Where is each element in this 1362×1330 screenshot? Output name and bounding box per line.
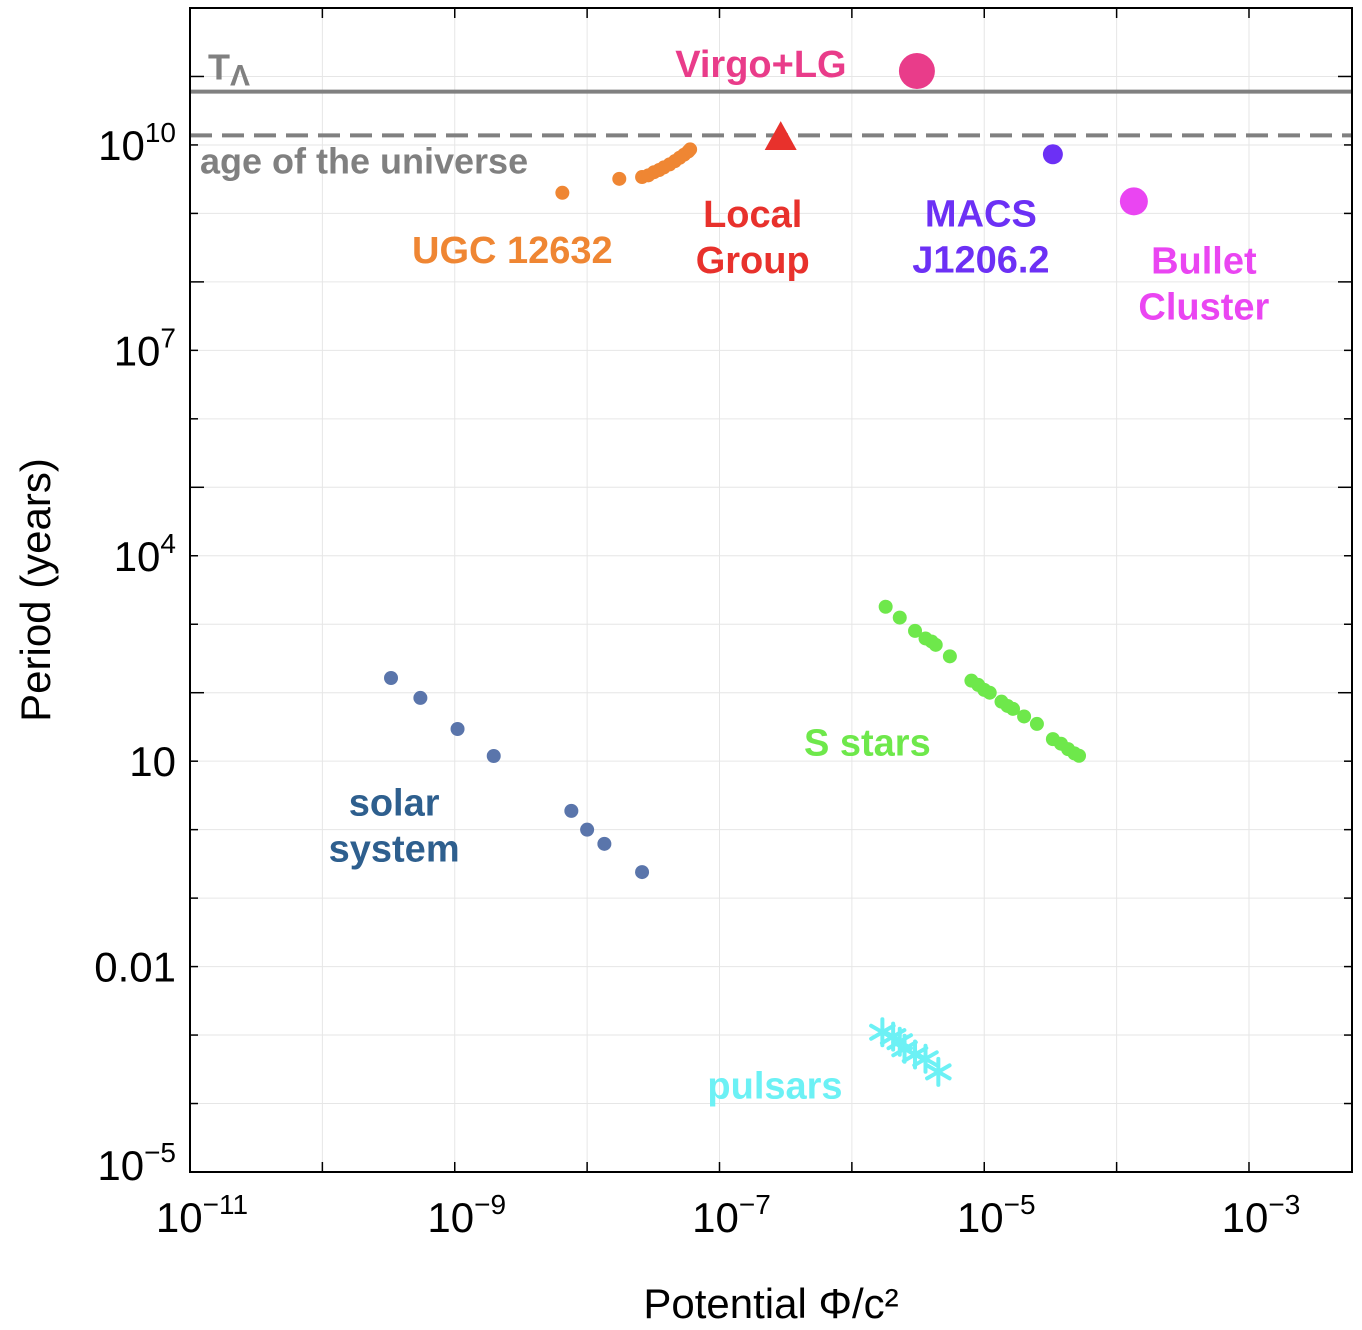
axis-ticks: 10−11 10−9 10−7 10−5 10−3 10−5 0.01 10 104 107 101… [94, 7, 1352, 1241]
reference-line-label: age of the universe [200, 140, 528, 181]
solar-system-point [384, 670, 399, 685]
x-tick-label: 10−5 [957, 1189, 1036, 1241]
s-stars-point [892, 610, 907, 625]
ugc-12632-label: UGC 12632 [412, 230, 613, 272]
y-tick-label: 0.01 [94, 944, 176, 991]
s-stars-point [1017, 709, 1032, 724]
series-labels: solar system S stars pulsars UGC 12632 Local G… [329, 44, 1270, 1107]
virgo-lg-label: Virgo+LG [675, 44, 846, 86]
grid-lines [189, 7, 1352, 1173]
y-axis-label: Period (years) [12, 458, 59, 722]
pulsar-star-arm [912, 1050, 939, 1068]
x-tick-label: 10−7 [692, 1189, 771, 1241]
solar-system-point [486, 749, 501, 764]
x-tick-label: 10−11 [156, 1189, 248, 1241]
y-tick-label: 10−5 [97, 1137, 176, 1189]
s-stars-point [908, 623, 923, 638]
y-tick-label: 10 [129, 738, 176, 785]
s-stars-point [878, 599, 893, 614]
s-stars-point [982, 685, 997, 700]
bullet-cluster-point [1119, 187, 1148, 216]
solar-system-point [635, 865, 650, 880]
solar-system-point [450, 722, 465, 737]
y-tick-label: 107 [114, 322, 176, 374]
pulsars-label: pulsars [707, 1065, 842, 1107]
y-tick-label: 104 [114, 528, 176, 580]
x-tick-label: 10−3 [1222, 1189, 1301, 1241]
virgo-lg-point [898, 53, 935, 90]
ugc-12632-point [555, 185, 570, 200]
data-points [384, 53, 1148, 1087]
macs-j1206-2-point [1042, 144, 1063, 165]
s-stars-point [1072, 748, 1087, 763]
solar-system-point [564, 803, 579, 818]
x-axis-label-text: Potential Φ/c² [643, 1280, 898, 1327]
solar-system-point [413, 690, 428, 705]
pulsar-point [912, 1043, 939, 1074]
local-group-point [764, 121, 797, 150]
macs-j1206-2-label: MACS J1206.2 [912, 193, 1049, 281]
solar-system-point [580, 822, 595, 837]
y-tick-label: 1010 [98, 117, 176, 169]
solar-system-label: solar system [329, 783, 460, 871]
local-group-label: Local Group [696, 194, 810, 282]
s-stars-point [942, 649, 957, 664]
reference-line-label: TΛ [208, 47, 250, 93]
solar-system-point [597, 836, 612, 851]
pulsar-star-arm [925, 1063, 952, 1081]
s-stars-label: S stars [804, 722, 931, 764]
x-tick-label: 10−9 [427, 1189, 506, 1241]
ugc-12632-point [612, 171, 627, 186]
bullet-cluster-label: Bullet Cluster [1138, 240, 1269, 328]
s-stars-point [1006, 701, 1021, 716]
s-stars-point [928, 637, 943, 652]
plot-frame [189, 7, 1353, 1173]
pulsar-point [925, 1056, 952, 1087]
ugc-12632-point [683, 142, 698, 157]
x-axis-label: Potential Φ/c² [643, 1280, 898, 1327]
s-stars-point [1029, 716, 1044, 731]
reference-lines: TΛ age of the universe [190, 47, 1352, 181]
